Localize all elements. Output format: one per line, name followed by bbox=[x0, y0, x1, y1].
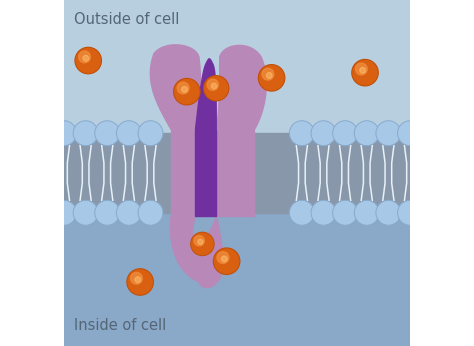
Circle shape bbox=[221, 256, 227, 262]
Text: Inside of cell: Inside of cell bbox=[74, 318, 167, 333]
Polygon shape bbox=[171, 216, 223, 288]
Circle shape bbox=[73, 200, 98, 225]
Circle shape bbox=[354, 200, 379, 225]
Circle shape bbox=[192, 233, 213, 255]
Circle shape bbox=[75, 47, 101, 74]
Bar bbox=[64, 0, 410, 173]
Circle shape bbox=[128, 270, 152, 294]
Circle shape bbox=[213, 248, 240, 274]
Circle shape bbox=[205, 77, 228, 100]
Circle shape bbox=[95, 121, 120, 146]
Circle shape bbox=[290, 121, 314, 146]
Circle shape bbox=[175, 80, 199, 104]
Circle shape bbox=[262, 68, 274, 80]
Circle shape bbox=[117, 121, 141, 146]
Polygon shape bbox=[150, 45, 201, 130]
Circle shape bbox=[138, 200, 163, 225]
Circle shape bbox=[52, 121, 76, 146]
Circle shape bbox=[215, 249, 239, 273]
Circle shape bbox=[194, 236, 204, 246]
Circle shape bbox=[76, 48, 100, 73]
Polygon shape bbox=[195, 130, 216, 216]
Circle shape bbox=[311, 200, 336, 225]
Circle shape bbox=[398, 200, 422, 225]
Circle shape bbox=[135, 277, 141, 283]
Circle shape bbox=[259, 66, 284, 90]
Circle shape bbox=[173, 79, 200, 105]
Circle shape bbox=[266, 73, 272, 79]
Circle shape bbox=[204, 76, 229, 101]
Circle shape bbox=[311, 121, 336, 146]
Circle shape bbox=[130, 272, 142, 284]
Circle shape bbox=[356, 63, 367, 75]
Circle shape bbox=[376, 121, 401, 146]
Circle shape bbox=[207, 79, 219, 90]
Circle shape bbox=[127, 269, 153, 295]
Circle shape bbox=[258, 65, 285, 91]
Circle shape bbox=[191, 233, 214, 255]
Polygon shape bbox=[216, 130, 254, 216]
Circle shape bbox=[290, 200, 314, 225]
Circle shape bbox=[333, 200, 357, 225]
Circle shape bbox=[198, 239, 203, 244]
Circle shape bbox=[354, 121, 379, 146]
Circle shape bbox=[352, 60, 378, 86]
Circle shape bbox=[333, 121, 357, 146]
Circle shape bbox=[376, 200, 401, 225]
Circle shape bbox=[95, 200, 120, 225]
Bar bbox=[64, 173, 410, 346]
Circle shape bbox=[217, 252, 229, 263]
Circle shape bbox=[211, 83, 217, 89]
Circle shape bbox=[353, 61, 377, 85]
Bar bbox=[64, 133, 410, 213]
Circle shape bbox=[73, 121, 98, 146]
Circle shape bbox=[83, 55, 89, 61]
Polygon shape bbox=[216, 45, 266, 130]
Circle shape bbox=[177, 82, 189, 94]
Circle shape bbox=[52, 200, 76, 225]
Polygon shape bbox=[195, 59, 216, 130]
Circle shape bbox=[138, 121, 163, 146]
Circle shape bbox=[360, 67, 365, 73]
Text: Outside of cell: Outside of cell bbox=[74, 12, 180, 27]
Circle shape bbox=[398, 121, 422, 146]
Circle shape bbox=[182, 86, 187, 92]
Circle shape bbox=[117, 200, 141, 225]
Polygon shape bbox=[171, 130, 195, 216]
Circle shape bbox=[79, 51, 91, 63]
